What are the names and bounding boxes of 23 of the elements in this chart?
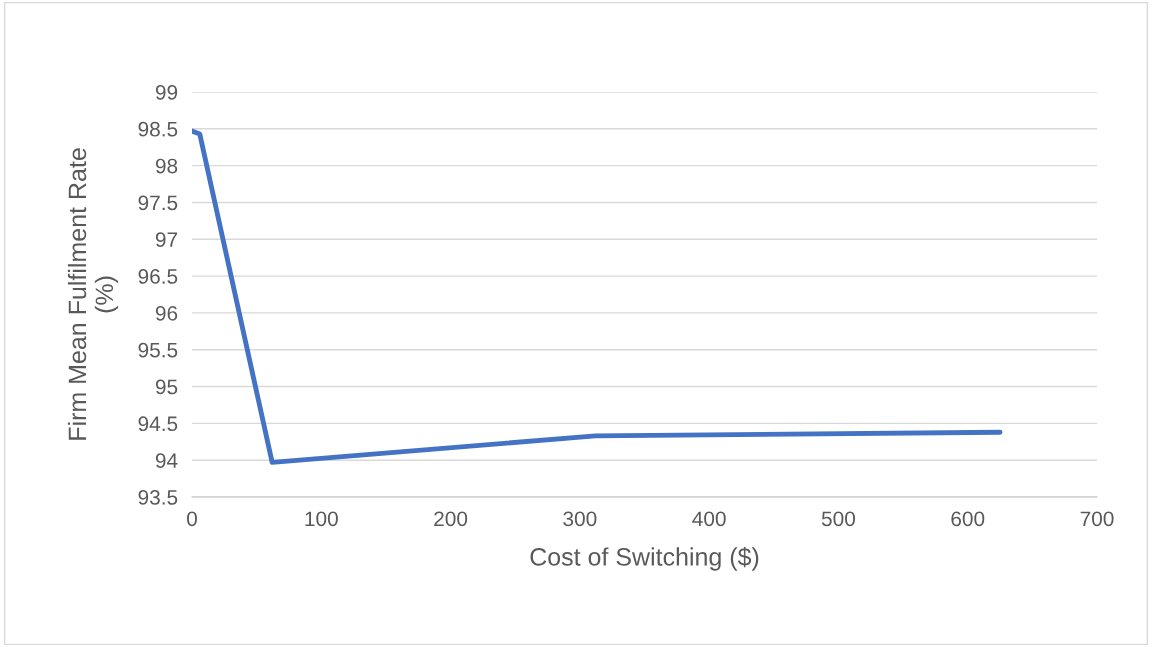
- x-tick-label: 100: [305, 511, 338, 527]
- y-tick-label: 94.5: [138, 416, 178, 432]
- y-tick-label: 94: [155, 453, 178, 468]
- x-tick-label: 0: [187, 511, 197, 527]
- x-tick-label: 300: [563, 511, 597, 527]
- line-series: [192, 128, 1003, 465]
- y-axis-title: Firm Mean Fulfilment Rate (%): [67, 148, 119, 440]
- y-tick-label: 95: [155, 379, 178, 395]
- y-tick-label: 96.5: [138, 269, 178, 284]
- y-tick-label: 97.5: [138, 195, 178, 211]
- y-tick-label: 93.5: [138, 490, 178, 505]
- x-tick-label: 700: [1080, 511, 1114, 527]
- y-tick-label: 97: [155, 232, 178, 248]
- x-tick-label: 200: [434, 511, 468, 527]
- y-tick-label: 96: [155, 305, 178, 321]
- y-tick-label: 98.5: [138, 121, 178, 137]
- x-tick-label: 600: [951, 511, 985, 527]
- y-tick-label: 95.5: [138, 342, 178, 358]
- x-tick-label: 400: [692, 511, 726, 527]
- y-tick-label: 99: [155, 85, 178, 100]
- y-tick-label: 98: [155, 158, 178, 174]
- x-axis-title: Cost of Switching ($): [530, 546, 759, 571]
- x-tick-label: 500: [821, 511, 855, 527]
